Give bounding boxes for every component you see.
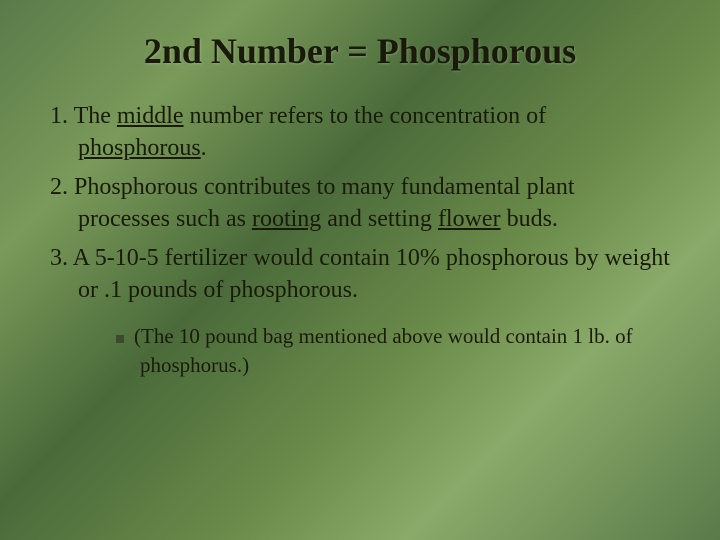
underline-text: middle <box>117 103 184 129</box>
list-item: 1. The middle number refers to the conce… <box>50 100 670 165</box>
item-text: buds. <box>501 206 558 232</box>
item-text: number refers to the concentration of <box>184 103 547 129</box>
underline-text: flower <box>438 206 501 232</box>
item-number: 1. <box>50 103 68 129</box>
item-text: . <box>201 135 207 161</box>
slide-container: 2nd Number = Phosphorous 1. The middle n… <box>0 0 720 540</box>
underline-text: phosphorous <box>78 135 201 161</box>
sub-list: (The 10 pound bag mentioned above would … <box>116 322 670 379</box>
square-bullet-icon <box>116 335 124 343</box>
sub-item-text: (The 10 pound bag mentioned above would … <box>134 324 633 376</box>
item-text: A 5-10-5 fertilizer would contain 10% ph… <box>73 245 670 303</box>
item-text: The <box>74 103 117 129</box>
list-item: 2. Phosphorous contributes to many funda… <box>50 171 670 236</box>
sub-list-item: (The 10 pound bag mentioned above would … <box>116 322 670 379</box>
item-number: 2. <box>50 174 68 200</box>
item-number: 3. <box>50 245 68 271</box>
slide-title: 2nd Number = Phosphorous <box>50 30 670 72</box>
item-text: and setting <box>321 206 438 232</box>
main-list: 1. The middle number refers to the conce… <box>50 100 670 379</box>
list-item: 3. A 5-10-5 fertilizer would contain 10%… <box>50 242 670 379</box>
underline-text: rooting <box>252 206 321 232</box>
